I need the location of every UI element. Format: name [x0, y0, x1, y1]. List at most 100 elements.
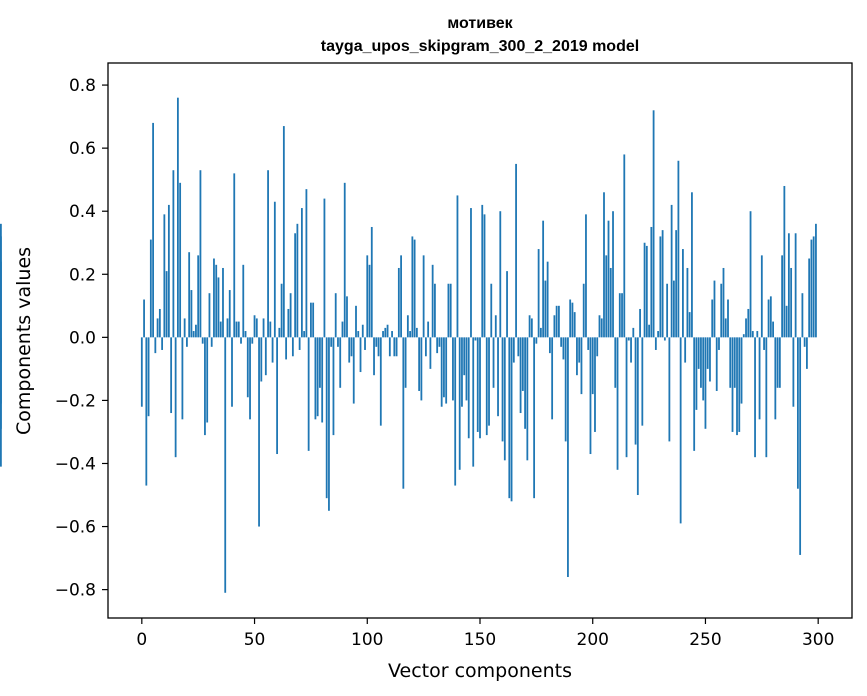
bar [672, 280, 675, 338]
chart-title-line-2: tayga_upos_skipgram_300_2_2019 model [321, 38, 639, 55]
bar [621, 293, 623, 338]
bar [709, 337, 711, 382]
bar [803, 337, 806, 347]
bar [427, 321, 430, 338]
bar [181, 337, 184, 420]
chart-title-line-1: мотивек [447, 15, 513, 32]
bar [165, 271, 168, 338]
bar [792, 337, 795, 407]
bar [796, 337, 799, 489]
bar [323, 198, 326, 338]
bar [815, 223, 817, 338]
bar [276, 337, 278, 455]
bar [571, 302, 574, 338]
bar [366, 255, 369, 338]
x-tick-label: 0 [136, 630, 147, 650]
bar [470, 208, 472, 338]
bar [156, 318, 159, 338]
bar [149, 239, 152, 338]
bar [754, 337, 756, 458]
bar [201, 337, 204, 344]
bar [172, 170, 175, 338]
bar [648, 324, 650, 338]
bar [790, 267, 793, 338]
bar [562, 337, 565, 360]
bar [143, 299, 145, 338]
bar [287, 308, 290, 338]
bar [639, 308, 641, 338]
bar [492, 337, 495, 388]
bar [395, 337, 398, 357]
bar [438, 337, 441, 347]
bar [328, 337, 330, 511]
bar [183, 318, 186, 338]
bar [576, 337, 578, 376]
bar [812, 236, 815, 338]
bar [654, 337, 657, 350]
bar [226, 318, 229, 338]
bar [560, 337, 563, 347]
bar [598, 315, 601, 338]
bar [350, 337, 353, 357]
bar [310, 302, 312, 338]
bar [756, 331, 759, 338]
bar [264, 337, 267, 376]
bar [740, 337, 743, 404]
bar [494, 315, 497, 338]
bar [787, 233, 790, 338]
bar [727, 299, 729, 338]
bar [186, 337, 188, 347]
bar [319, 337, 321, 388]
bar [352, 337, 355, 404]
x-tick-label: 200 [577, 630, 609, 650]
bar [294, 233, 297, 338]
bar [548, 337, 551, 354]
bar [422, 255, 425, 338]
bar [535, 337, 538, 344]
bar [161, 337, 164, 350]
bar [785, 305, 788, 338]
bar [179, 182, 182, 338]
x-axis-ticks: 0 50 100 150 200 250 300 [136, 618, 834, 650]
bar [810, 239, 813, 338]
bar [801, 293, 804, 338]
bar [521, 337, 524, 391]
bar [312, 302, 315, 338]
y-tick-label: 0.0 [69, 328, 96, 348]
bar [760, 255, 763, 338]
bar [167, 204, 170, 338]
bar [147, 337, 150, 417]
bar [355, 305, 357, 338]
bar [244, 331, 247, 338]
bar [609, 267, 612, 338]
bar [715, 337, 718, 391]
bar [634, 337, 637, 445]
bar [337, 337, 339, 347]
bar [778, 337, 781, 388]
y-tick-label: −0.4 [55, 454, 96, 474]
bar [749, 211, 752, 338]
bar [411, 236, 414, 338]
bar [391, 331, 393, 338]
bar [501, 337, 504, 442]
bar [210, 337, 213, 347]
bar [731, 337, 734, 432]
bar [625, 337, 628, 458]
bar [718, 337, 720, 350]
bar [555, 305, 558, 338]
bar [199, 170, 202, 338]
bar [663, 337, 666, 341]
bar [558, 305, 560, 338]
bar [551, 337, 554, 420]
bar [251, 337, 254, 344]
bar [461, 337, 463, 407]
bar [409, 331, 412, 338]
bar [539, 327, 542, 338]
bar [307, 337, 310, 451]
bar [479, 337, 481, 439]
bar [693, 337, 696, 451]
bar [346, 296, 348, 338]
bar [808, 258, 811, 338]
bar [679, 337, 682, 524]
